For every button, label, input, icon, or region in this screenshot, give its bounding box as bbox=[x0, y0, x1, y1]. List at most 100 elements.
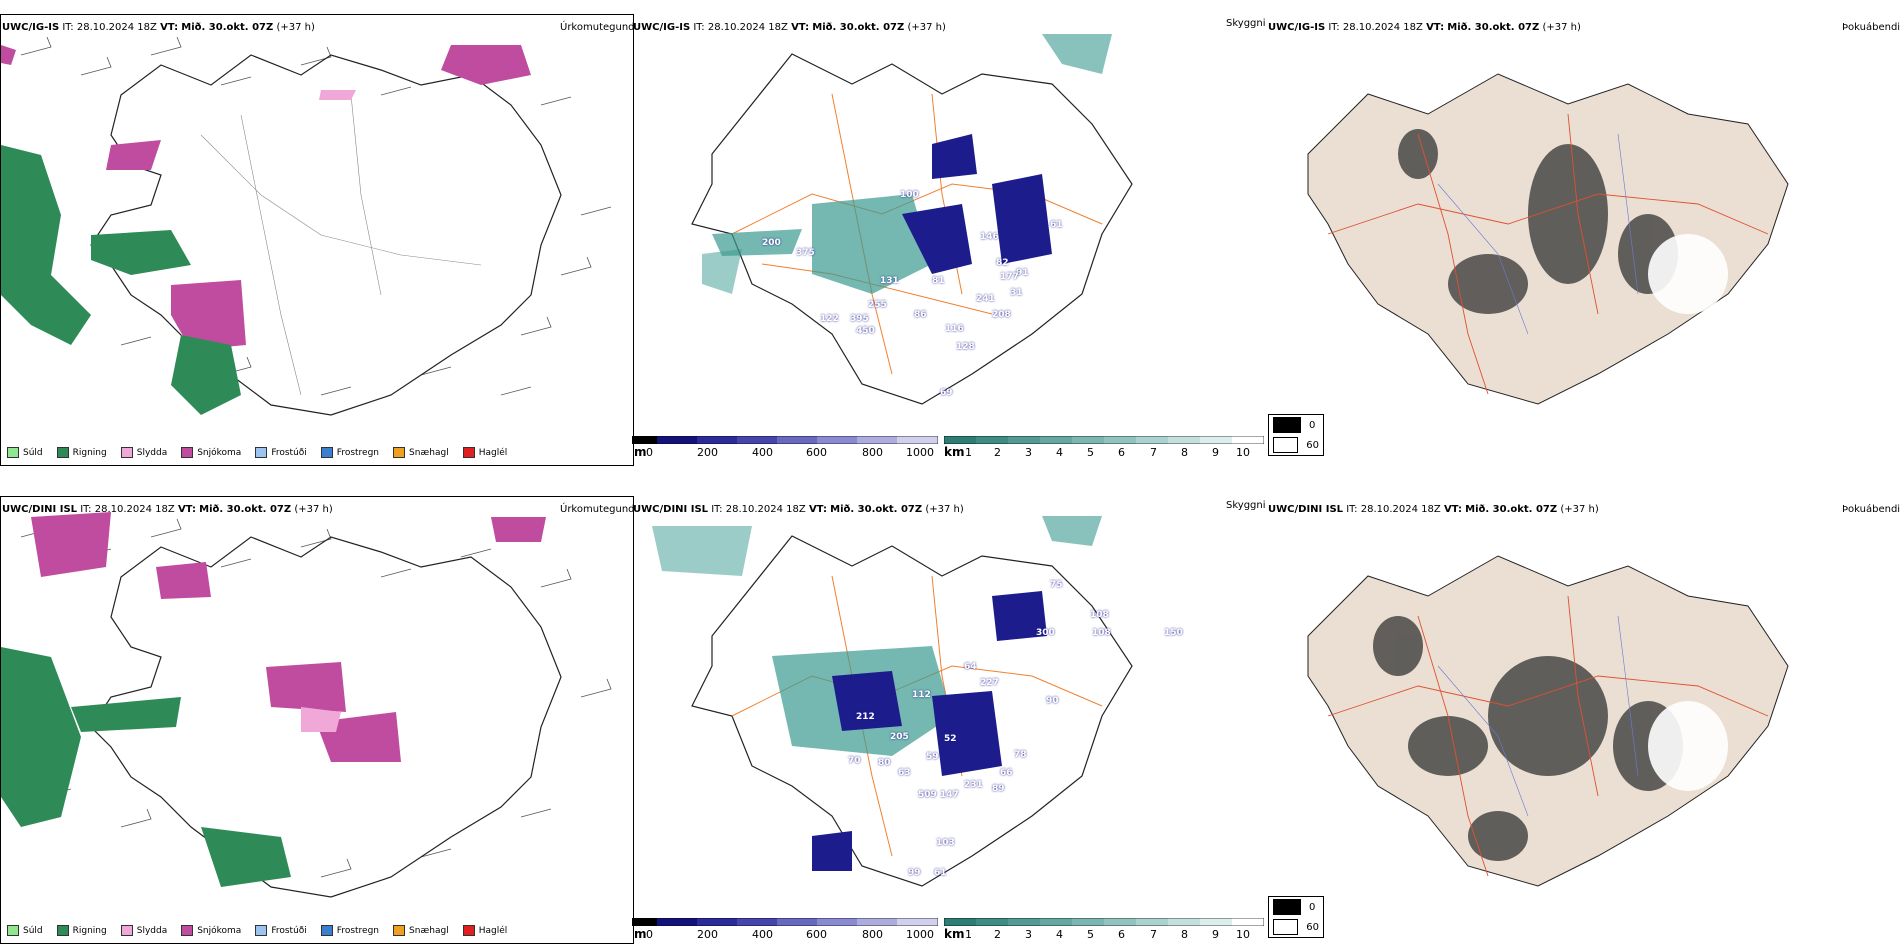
visibility-value-label: 66 bbox=[1000, 768, 1013, 778]
visibility-value-label: 116 bbox=[945, 324, 964, 334]
visibility-panel-1 bbox=[632, 34, 1266, 434]
visibility-value-label: 227 bbox=[980, 678, 999, 688]
vis-km-unit: km bbox=[944, 927, 965, 941]
wind-barbs bbox=[20, 36, 612, 396]
visibility-value-label: 69 bbox=[940, 388, 953, 398]
visibility-value-label: 90 bbox=[1046, 696, 1059, 706]
precip-type-panel: Súld Rigning Slydda Snjókoma Frostúði Fr… bbox=[0, 496, 634, 944]
vis-m-unit: m bbox=[634, 927, 647, 941]
visibility-value-label: 59 bbox=[926, 752, 939, 762]
visibility-value-label: 147 bbox=[940, 790, 959, 800]
precip-type-panel: Súld Rigning Slydda Snjókoma Frostúði Fr… bbox=[0, 14, 634, 466]
visibility-value-label: 52 bbox=[944, 734, 957, 744]
visibility-value-label: 122 bbox=[820, 314, 839, 324]
legend-item: Frostregn bbox=[320, 925, 379, 936]
visibility-value-label: 100 bbox=[900, 190, 919, 200]
row-2: Súld Rigning Slydda Snjókoma Frostúði Fr… bbox=[0, 480, 1900, 950]
legend-item: Frostúði bbox=[255, 447, 307, 458]
visibility-value-label: 78 bbox=[1014, 750, 1027, 760]
header-right-1: UWC/IG-IS IT: 28.10.2024 18Z VT: Mið. 30… bbox=[1268, 22, 1581, 33]
visibility-map bbox=[691, 34, 1133, 405]
vis-m-colorbar bbox=[632, 918, 938, 926]
iceland-outline bbox=[90, 54, 562, 416]
legend-item: Frostúði bbox=[255, 925, 307, 936]
visibility-value-label: 212 bbox=[856, 712, 875, 722]
fog-panel-1 bbox=[1268, 34, 1898, 434]
visibility-value-label: 108 bbox=[1092, 628, 1111, 638]
legend-item: Rigning bbox=[56, 925, 107, 936]
visibility-value-label: 241 bbox=[976, 294, 995, 304]
visibility-value-label: 70 bbox=[848, 756, 861, 766]
row-1: Súld Rigning Slydda Snjókoma Frostúði Fr… bbox=[0, 0, 1900, 470]
visibility-value-label: 86 bbox=[914, 310, 927, 320]
legend-item: Haglél bbox=[462, 925, 507, 936]
visibility-value-label: 31 bbox=[1010, 288, 1023, 298]
header-mid-1: UWC/IG-IS IT: 28.10.2024 18Z VT: Mið. 30… bbox=[633, 22, 946, 33]
visibility-value-label: 150 bbox=[1164, 628, 1183, 638]
precip-legend: Súld Rigning Slydda Snjókoma Frostúði Fr… bbox=[7, 925, 507, 936]
vis-m-colorbar bbox=[632, 436, 938, 444]
vis-km-colorbar bbox=[944, 436, 1264, 444]
title-visibility-1: Skyggni bbox=[1226, 18, 1266, 29]
fog-map bbox=[1307, 73, 1789, 405]
visibility-map bbox=[652, 516, 1133, 887]
legend-item: Súld bbox=[7, 447, 43, 458]
legend-item: Snjókoma bbox=[181, 447, 241, 458]
visibility-value-label: 128 bbox=[956, 342, 975, 352]
title-fog-1: Þokuábendi bbox=[1842, 22, 1900, 33]
visibility-value-label: 131 bbox=[880, 276, 899, 286]
visibility-value-label: 205 bbox=[890, 732, 909, 742]
visibility-value-label: 108 bbox=[1090, 610, 1109, 620]
legend-item: Frostregn bbox=[320, 447, 379, 458]
visibility-value-label: 61 bbox=[934, 868, 947, 878]
vis-km-unit: km bbox=[944, 445, 965, 459]
header-mid-2: UWC/DINI ISL IT: 28.10.2024 18Z VT: Mið.… bbox=[633, 504, 964, 515]
precip-type-map bbox=[1, 15, 633, 435]
header-right-2: UWC/DINI ISL IT: 28.10.2024 18Z VT: Mið.… bbox=[1268, 504, 1599, 515]
legend-item: Rigning bbox=[56, 447, 107, 458]
legend-item: Slydda bbox=[120, 447, 167, 458]
header-left-2: UWC/DINI ISL IT: 28.10.2024 18Z VT: Mið.… bbox=[2, 504, 333, 515]
visibility-value-label: 231 bbox=[964, 780, 983, 790]
visibility-value-label: 375 bbox=[796, 248, 815, 258]
fog-map bbox=[1307, 555, 1789, 887]
legend-item: Snæhagl bbox=[393, 447, 449, 458]
legend-item: Snæhagl bbox=[393, 925, 449, 936]
vis-m-unit: m bbox=[634, 445, 647, 459]
title-visibility-2: Skyggni bbox=[1226, 500, 1266, 511]
visibility-value-label: 112 bbox=[912, 690, 931, 700]
visibility-value-label: 255 bbox=[868, 300, 887, 310]
header-left-1: UWC/IG-IS IT: 28.10.2024 18Z VT: Mið. 30… bbox=[2, 22, 315, 33]
legend-item: Haglél bbox=[462, 447, 507, 458]
visibility-value-label: 89 bbox=[992, 784, 1005, 794]
legend-item: Slydda bbox=[120, 925, 167, 936]
visibility-value-label: 103 bbox=[936, 838, 955, 848]
visibility-value-label: 509 bbox=[918, 790, 937, 800]
visibility-value-label: 395 bbox=[850, 314, 869, 324]
visibility-value-label: 300 bbox=[1036, 628, 1055, 638]
visibility-value-label: 63 bbox=[898, 768, 911, 778]
title-precip-type-1: Úrkomutegund bbox=[560, 22, 635, 33]
visibility-value-label: 75 bbox=[1050, 580, 1063, 590]
visibility-value-label: 208 bbox=[992, 310, 1011, 320]
iceland-outline bbox=[90, 536, 562, 898]
visibility-value-label: 61 bbox=[1050, 220, 1063, 230]
fog-panel-2 bbox=[1268, 516, 1898, 916]
visibility-value-label: 91 bbox=[1016, 268, 1029, 278]
visibility-panel-2 bbox=[632, 516, 1266, 916]
fog-key-1: 0 60 bbox=[1268, 414, 1324, 456]
visibility-value-label: 177 bbox=[1000, 272, 1019, 282]
title-fog-2: Þokuábendi bbox=[1842, 504, 1900, 515]
legend-item: Snjókoma bbox=[181, 925, 241, 936]
visibility-value-label: 81 bbox=[932, 276, 945, 286]
visibility-value-label: 146 bbox=[980, 232, 999, 242]
vis-km-colorbar bbox=[944, 918, 1264, 926]
fog-key-2: 0 60 bbox=[1268, 896, 1324, 938]
visibility-value-label: 450 bbox=[856, 326, 875, 336]
visibility-value-label: 99 bbox=[908, 868, 921, 878]
visibility-value-label: 80 bbox=[878, 758, 891, 768]
title-precip-type-2: Úrkomutegund bbox=[560, 504, 635, 515]
visibility-value-label: 64 bbox=[964, 662, 977, 672]
precip-legend: Súld Rigning Slydda Snjókoma Frostúði Fr… bbox=[7, 447, 507, 458]
visibility-value-label: 82 bbox=[996, 258, 1009, 268]
